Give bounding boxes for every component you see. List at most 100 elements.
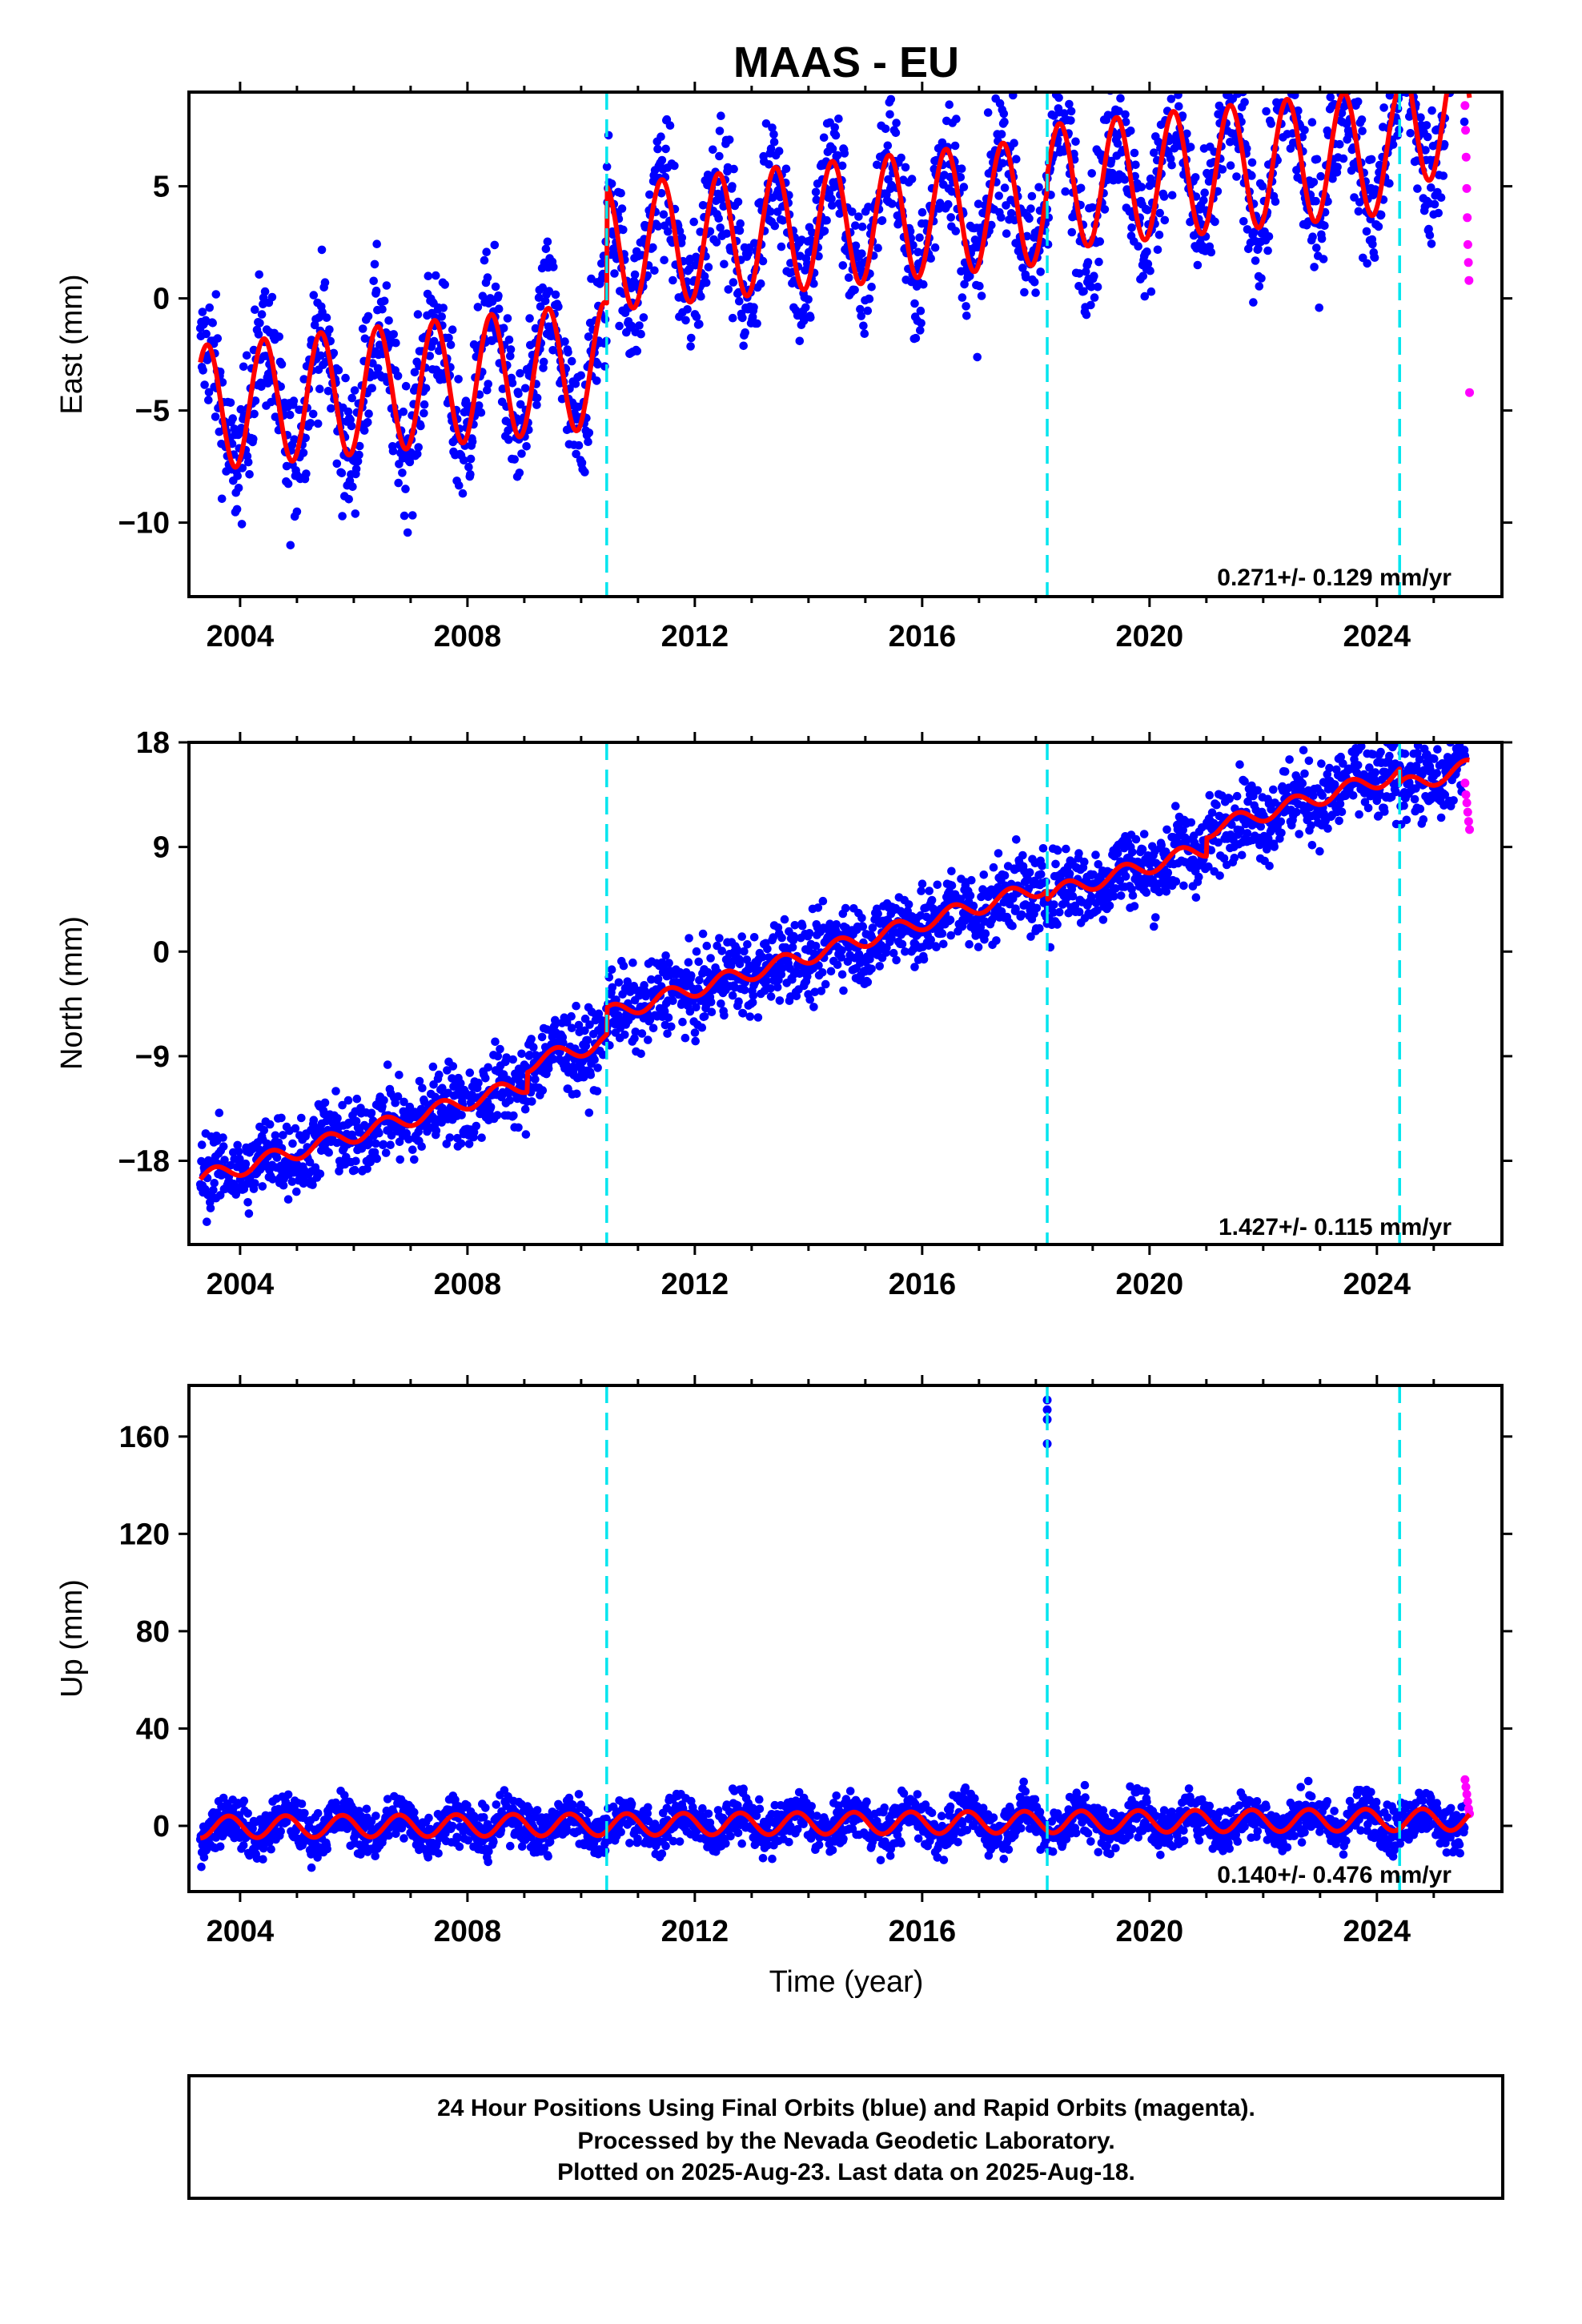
final-point	[1423, 132, 1432, 142]
final-point	[393, 372, 403, 380]
final-point	[1191, 173, 1200, 182]
final-point	[1339, 759, 1347, 768]
final-point	[665, 959, 673, 967]
final-point	[608, 983, 617, 992]
final-point	[484, 380, 492, 388]
final-point	[1413, 749, 1422, 758]
final-point	[1265, 862, 1274, 870]
final-point	[1419, 815, 1428, 824]
final-point	[749, 933, 759, 942]
final-point	[1337, 807, 1347, 817]
final-point	[514, 1123, 523, 1132]
final-point	[857, 914, 866, 923]
final-point	[243, 457, 253, 467]
final-point	[916, 326, 925, 335]
final-point	[219, 1133, 227, 1142]
final-point	[1402, 815, 1411, 825]
final-point	[1443, 82, 1452, 91]
final-point	[1309, 178, 1319, 187]
final-point	[1036, 267, 1045, 276]
final-point	[1249, 298, 1258, 307]
final-point	[1058, 66, 1066, 75]
y-tick-label: 5	[153, 171, 170, 204]
final-point	[1397, 45, 1406, 54]
final-point	[1286, 55, 1295, 64]
final-point	[1362, 227, 1371, 236]
final-point	[317, 245, 327, 255]
final-point	[805, 995, 814, 1004]
rapid-point	[1461, 790, 1471, 799]
final-point	[1399, 70, 1408, 79]
final-point	[1455, 67, 1464, 76]
final-point	[391, 1098, 400, 1108]
final-point	[1460, 26, 1468, 35]
final-point	[1018, 850, 1027, 860]
final-point	[939, 939, 948, 949]
final-point	[1195, 872, 1203, 882]
final-point	[351, 464, 361, 473]
final-point	[637, 1029, 647, 1038]
final-point	[922, 912, 931, 922]
final-point	[211, 412, 220, 421]
final-point	[239, 1796, 249, 1805]
final-point	[1009, 92, 1018, 100]
final-point	[868, 923, 877, 932]
final-point	[1415, 755, 1424, 764]
final-point	[202, 1217, 211, 1226]
final-point	[580, 468, 589, 476]
final-point	[696, 227, 705, 236]
final-point	[480, 255, 489, 265]
final-point	[1271, 197, 1280, 206]
final-point	[464, 462, 473, 472]
final-point	[1090, 293, 1099, 302]
final-point	[440, 280, 449, 289]
final-point	[1395, 54, 1404, 62]
final-point	[697, 292, 705, 301]
final-point	[572, 1089, 581, 1099]
final-point	[1116, 94, 1125, 103]
final-point	[1275, 76, 1284, 85]
final-point	[350, 1165, 359, 1175]
final-point	[428, 1062, 438, 1072]
final-point	[424, 271, 433, 281]
final-point	[645, 190, 654, 199]
final-point	[687, 971, 696, 980]
final-point	[927, 895, 937, 905]
final-point	[1054, 93, 1063, 103]
final-point	[957, 164, 966, 173]
final-point	[1449, 66, 1458, 75]
final-point	[686, 342, 695, 351]
final-point	[1400, 750, 1410, 758]
y-tick-label: 18	[136, 726, 170, 760]
final-point	[685, 1007, 695, 1016]
final-point	[197, 1862, 206, 1872]
final-point	[473, 303, 483, 312]
final-point	[1348, 791, 1358, 800]
final-point	[1034, 183, 1043, 192]
final-point	[801, 303, 810, 312]
final-point	[820, 227, 829, 235]
final-point	[781, 164, 791, 174]
final-point	[248, 1824, 257, 1833]
final-point	[1309, 791, 1318, 800]
final-point	[1413, 184, 1422, 193]
final-point	[1277, 828, 1286, 838]
final-point	[1456, 73, 1464, 82]
final-point	[648, 1023, 658, 1033]
final-point	[1037, 870, 1046, 879]
final-point	[839, 986, 848, 995]
final-point	[499, 324, 508, 333]
final-point	[915, 233, 924, 243]
final-point	[1113, 139, 1122, 148]
final-point	[421, 384, 431, 393]
rapid-point	[1463, 213, 1472, 223]
final-point	[520, 384, 530, 393]
final-point	[1214, 838, 1223, 847]
final-point	[681, 316, 690, 325]
final-point	[944, 199, 953, 209]
rapid-point	[1464, 275, 1474, 285]
final-point	[1080, 857, 1089, 866]
final-point	[822, 215, 831, 225]
final-point	[722, 229, 732, 239]
